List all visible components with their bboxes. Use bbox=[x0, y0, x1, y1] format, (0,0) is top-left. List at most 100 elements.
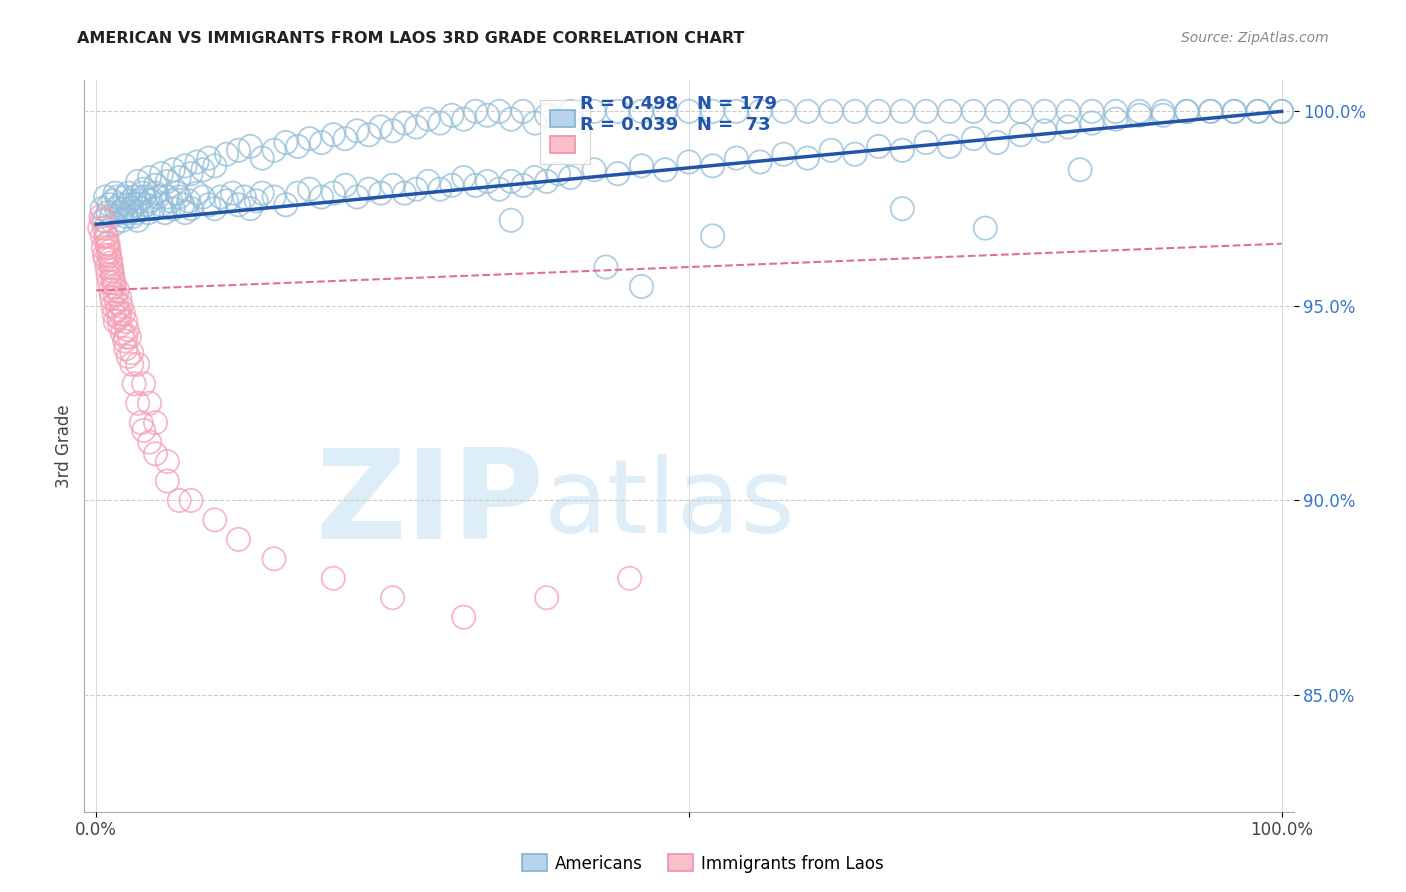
Point bbox=[287, 139, 309, 153]
Point bbox=[103, 217, 125, 231]
Point bbox=[96, 236, 118, 251]
Point bbox=[91, 228, 114, 243]
Point bbox=[891, 144, 914, 158]
Point bbox=[100, 256, 122, 270]
Point bbox=[132, 376, 155, 391]
Point bbox=[938, 104, 960, 119]
Point bbox=[501, 112, 523, 127]
Point bbox=[405, 120, 427, 134]
Point bbox=[440, 108, 463, 122]
Point bbox=[135, 198, 157, 212]
Point bbox=[180, 493, 202, 508]
Point bbox=[91, 213, 114, 227]
Point bbox=[129, 416, 152, 430]
Point bbox=[127, 174, 149, 188]
Point bbox=[1199, 104, 1222, 119]
Point bbox=[96, 228, 118, 243]
Point bbox=[105, 202, 128, 216]
Point bbox=[560, 104, 582, 119]
Point bbox=[93, 248, 115, 262]
Point bbox=[749, 155, 772, 169]
Point bbox=[145, 447, 167, 461]
Point bbox=[298, 182, 321, 196]
Point bbox=[263, 190, 285, 204]
Point bbox=[1010, 128, 1032, 142]
Point bbox=[115, 210, 138, 224]
Point bbox=[128, 194, 150, 208]
Point bbox=[94, 228, 117, 243]
Point bbox=[239, 139, 262, 153]
Point bbox=[263, 144, 285, 158]
Point bbox=[228, 198, 250, 212]
Point bbox=[110, 299, 132, 313]
Point bbox=[1033, 104, 1056, 119]
Point bbox=[547, 167, 569, 181]
Point bbox=[501, 174, 523, 188]
Point bbox=[100, 252, 122, 267]
Point bbox=[820, 144, 842, 158]
Point bbox=[108, 291, 131, 305]
Point bbox=[1152, 104, 1174, 119]
Point bbox=[322, 128, 344, 142]
Point bbox=[174, 159, 197, 173]
Point bbox=[381, 591, 404, 605]
Point bbox=[101, 271, 124, 285]
Point bbox=[124, 198, 146, 212]
Point bbox=[215, 147, 238, 161]
Point bbox=[100, 264, 122, 278]
Point bbox=[100, 210, 122, 224]
Point bbox=[381, 178, 404, 193]
Text: atlas: atlas bbox=[544, 454, 796, 555]
Point bbox=[418, 174, 440, 188]
Point bbox=[453, 610, 475, 624]
Point bbox=[250, 186, 273, 200]
Point bbox=[94, 190, 117, 204]
Point bbox=[198, 151, 221, 165]
Point bbox=[274, 198, 297, 212]
Point bbox=[204, 202, 226, 216]
Point bbox=[844, 147, 866, 161]
Point bbox=[477, 108, 499, 122]
Point bbox=[112, 202, 135, 216]
Point bbox=[108, 198, 131, 212]
Point bbox=[891, 202, 914, 216]
Point bbox=[107, 302, 129, 317]
Point bbox=[127, 396, 149, 410]
Point bbox=[606, 167, 628, 181]
Point bbox=[844, 104, 866, 119]
Point bbox=[177, 194, 200, 208]
Point bbox=[560, 170, 582, 185]
Point bbox=[221, 186, 243, 200]
Point bbox=[346, 190, 368, 204]
Point bbox=[453, 170, 475, 185]
Text: R = 0.498   N = 179
R = 0.039   N =  73: R = 0.498 N = 179 R = 0.039 N = 73 bbox=[581, 95, 778, 134]
Point bbox=[121, 202, 143, 216]
Point bbox=[117, 186, 139, 200]
Point bbox=[311, 136, 333, 150]
Point bbox=[1010, 104, 1032, 119]
Point bbox=[868, 139, 890, 153]
Point bbox=[796, 151, 818, 165]
Point bbox=[138, 170, 160, 185]
Point bbox=[1128, 108, 1150, 122]
Point bbox=[962, 131, 984, 145]
Point bbox=[274, 136, 297, 150]
Point bbox=[90, 210, 112, 224]
Point bbox=[606, 104, 628, 119]
Point bbox=[250, 151, 273, 165]
Point bbox=[89, 221, 111, 235]
Point bbox=[1057, 104, 1080, 119]
Point bbox=[132, 182, 155, 196]
Point bbox=[1175, 104, 1198, 119]
Point bbox=[98, 276, 121, 290]
Point bbox=[96, 260, 118, 274]
Point bbox=[464, 104, 486, 119]
Point bbox=[122, 210, 145, 224]
Text: ZIP: ZIP bbox=[315, 444, 544, 565]
Point bbox=[94, 252, 117, 267]
Point bbox=[150, 198, 173, 212]
Point bbox=[1069, 162, 1091, 177]
Point bbox=[138, 396, 160, 410]
Point bbox=[91, 241, 114, 255]
Point bbox=[215, 194, 238, 208]
